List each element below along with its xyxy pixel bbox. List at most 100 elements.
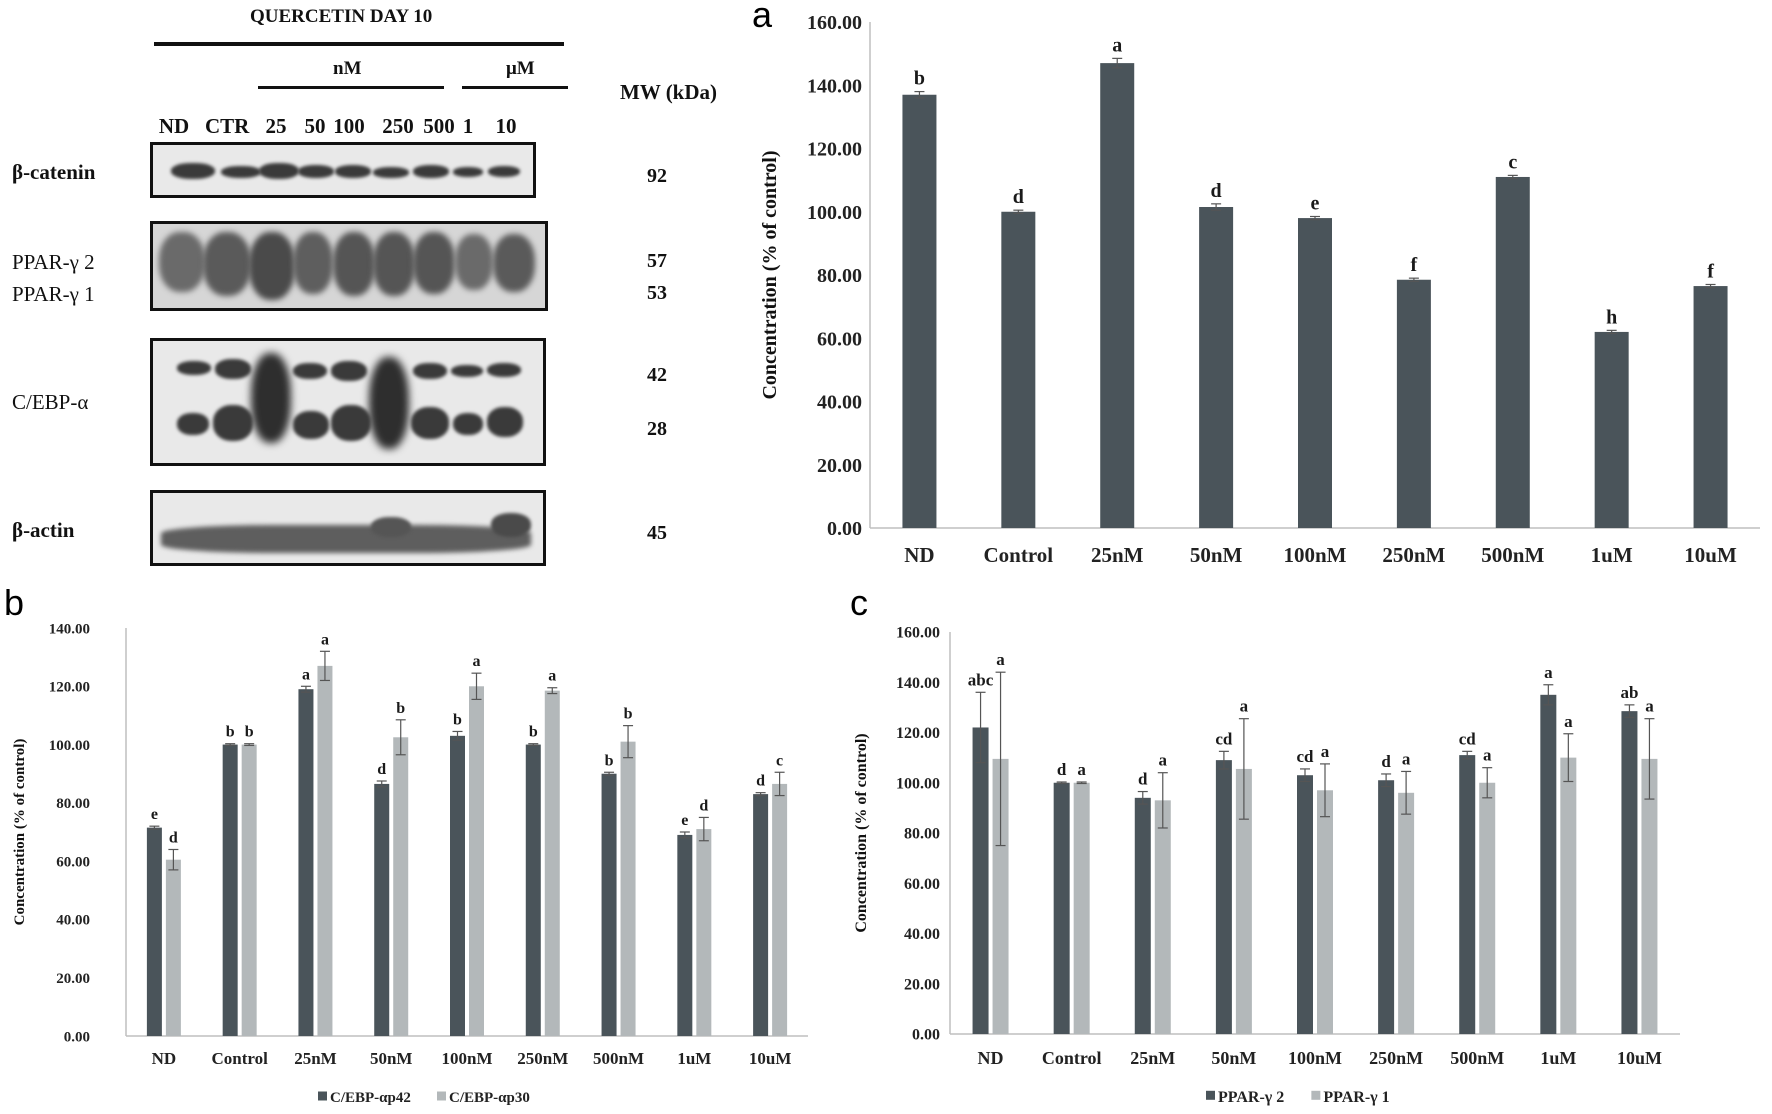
significance-letter: e (1311, 192, 1320, 214)
x-tick-label: 10uM (1684, 543, 1737, 567)
significance-letter: d (169, 829, 178, 846)
significance-letter: d (1381, 752, 1391, 771)
significance-letter: a (473, 653, 481, 670)
y-tick-label: 120.00 (49, 680, 90, 696)
y-tick-label: 120.00 (896, 725, 940, 742)
bar (696, 829, 712, 1036)
bar (298, 689, 314, 1036)
x-tick-label: 50nM (1190, 543, 1243, 567)
bar (1540, 694, 1557, 1034)
x-tick-label: ND (152, 1049, 177, 1068)
protein-label: β-actin (12, 518, 75, 542)
significance-letter: a (1544, 663, 1553, 682)
y-tick-label: 20.00 (904, 976, 940, 993)
bar (1100, 63, 1135, 529)
blot-title-line (154, 42, 564, 46)
bar (1479, 782, 1496, 1034)
significance-letter: d (377, 761, 386, 778)
significance-letter: d (1211, 180, 1222, 202)
blot-ppar-gamma (150, 221, 548, 311)
y-tick-label: 160.00 (896, 625, 940, 642)
protein-label: C/EBP-α (12, 390, 89, 414)
y-tick-label: 100.00 (896, 775, 940, 792)
bar (1001, 211, 1036, 528)
blot-cebp-alpha (150, 338, 546, 466)
bar (450, 735, 465, 1036)
bar (620, 741, 636, 1036)
x-tick-label: 500nM (1481, 543, 1544, 567)
legend-swatch (437, 1091, 446, 1101)
y-tick-label: 60.00 (817, 328, 862, 350)
x-tick-label: 1uM (1540, 1048, 1576, 1068)
significance-letter: a (1112, 34, 1122, 56)
protein-label: PPAR-γ 1 (12, 282, 95, 306)
significance-letter: a (548, 668, 556, 685)
bar (1053, 782, 1070, 1034)
panel-letter-a: a (752, 0, 773, 35)
bar (1215, 760, 1232, 1034)
lane-label: CTR (205, 114, 250, 138)
bar (1317, 790, 1333, 1034)
bar (1560, 757, 1577, 1034)
lane-label: 50 (304, 114, 326, 138)
legend-swatch (318, 1091, 327, 1101)
lane-label: 1 (462, 114, 474, 138)
legend-label: PPAR-γ 1 (1323, 1089, 1389, 1106)
significance-letter: d (1057, 760, 1067, 779)
bar (393, 737, 409, 1036)
y-tick-label: 40.00 (56, 913, 90, 929)
significance-letter: a (996, 650, 1005, 669)
significance-letter: b (624, 706, 633, 723)
bar (1641, 758, 1658, 1034)
bar (1398, 792, 1415, 1034)
significance-letter: f (1707, 260, 1714, 282)
bar (525, 744, 541, 1036)
lane-label: 100 (333, 114, 365, 138)
x-tick-label: 1uM (1591, 543, 1633, 567)
bar (1235, 768, 1252, 1034)
y-tick-label: 80.00 (904, 826, 940, 843)
bar (241, 744, 257, 1036)
protein-label: β-catenin (12, 160, 96, 184)
x-tick-label: 500nM (1450, 1048, 1504, 1068)
x-tick-label: ND (978, 1048, 1004, 1068)
legend-label: PPAR-γ 2 (1218, 1089, 1284, 1106)
significance-letter: b (605, 752, 614, 769)
bar (972, 727, 989, 1034)
x-tick-label: 50nM (370, 1049, 413, 1068)
bar (222, 744, 238, 1036)
legend-label: C/EBP-αp30 (449, 1090, 530, 1106)
x-tick-label: 10uM (1617, 1048, 1662, 1068)
mw-value: 28 (647, 418, 667, 440)
significance-letter: e (151, 806, 158, 823)
lane-label: 25 (265, 114, 287, 138)
significance-letter: h (1606, 306, 1617, 328)
y-tick-label: 40.00 (817, 392, 862, 414)
y-tick-label: 0.00 (64, 1029, 90, 1045)
y-axis-label: Concentration (% of control) (853, 733, 870, 932)
y-axis-label: Concentration (% of control) (759, 150, 781, 399)
significance-letter: b (914, 68, 925, 90)
panel-letter-b: b (4, 582, 25, 623)
significance-letter: c (776, 752, 783, 769)
lane-label: 250 (382, 114, 414, 138)
y-tick-label: 140.00 (49, 621, 90, 637)
mw-value: 57 (647, 250, 667, 272)
blot-title: QUERCETIN DAY 10 (250, 6, 433, 27)
x-tick-label: 100nM (1284, 543, 1347, 567)
legend-swatch (1206, 1090, 1215, 1100)
bar (374, 783, 390, 1036)
y-tick-label: 20.00 (817, 455, 862, 477)
significance-letter: a (1321, 742, 1330, 761)
y-tick-label: 100.00 (807, 202, 862, 224)
significance-letter: cd (1459, 729, 1477, 748)
significance-letter: a (1240, 697, 1249, 716)
significance-letter: a (1645, 697, 1654, 716)
bar (1199, 207, 1234, 528)
y-tick-label: 140.00 (896, 675, 940, 692)
protein-label: PPAR-γ 2 (12, 250, 95, 274)
lane-label: 500 (423, 114, 455, 138)
significance-letter: a (1077, 760, 1086, 779)
